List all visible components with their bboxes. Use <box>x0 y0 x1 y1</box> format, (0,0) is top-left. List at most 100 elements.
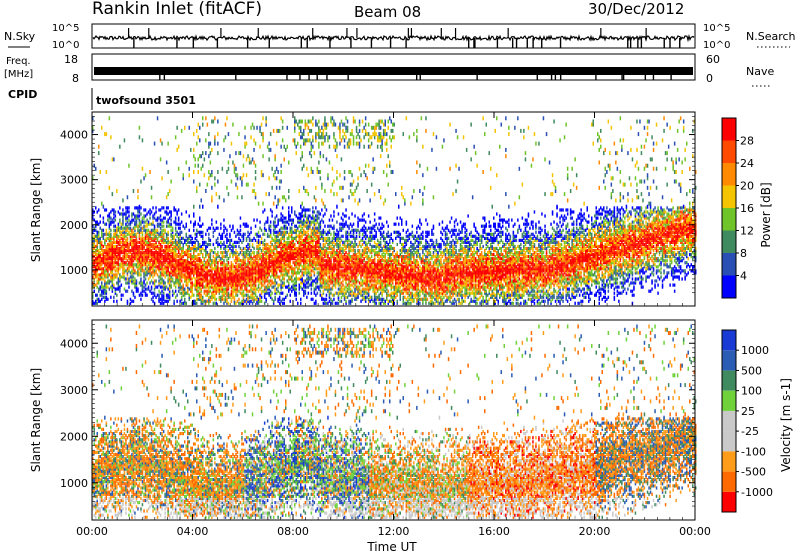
heatmap-cell <box>315 138 317 143</box>
heatmap-cell <box>268 141 270 146</box>
heatmap-cell <box>288 269 290 273</box>
heatmap-cell <box>208 289 210 293</box>
heatmap-cell <box>126 301 129 305</box>
heatmap-cell <box>310 253 313 257</box>
heatmap-cell <box>212 251 215 255</box>
heatmap-cell <box>316 236 319 240</box>
heatmap-cell <box>315 277 317 281</box>
heatmap-cell <box>230 179 233 184</box>
heatmap-cell <box>217 285 219 289</box>
heatmap-cell <box>239 259 242 263</box>
heatmap-cell <box>327 301 329 305</box>
heatmap-cell <box>126 289 129 293</box>
heatmap-cell <box>333 210 335 214</box>
heatmap-cell <box>128 244 130 249</box>
heatmap-cell <box>286 249 288 253</box>
heatmap-cell <box>245 222 248 226</box>
heatmap-cell <box>167 287 169 291</box>
heatmap-cell <box>211 218 213 222</box>
heatmap-cell <box>108 224 111 228</box>
heatmap-cell <box>268 259 270 263</box>
heatmap-cell <box>304 285 307 289</box>
heatmap-cell <box>174 226 177 230</box>
heatmap-cell <box>217 204 219 209</box>
heatmap-cell <box>170 214 172 218</box>
heatmap-cell <box>184 251 186 255</box>
heatmap-cell <box>319 269 322 273</box>
heatmap-cell <box>226 240 228 244</box>
heatmap-cell <box>156 257 159 261</box>
heatmap-cell <box>171 253 174 257</box>
heatmap-cell <box>140 240 142 244</box>
heatmap-cell <box>191 240 193 244</box>
heatmap-cell <box>158 208 160 212</box>
heatmap-cell <box>196 301 198 305</box>
heatmap-cell <box>242 291 245 295</box>
heatmap-cell <box>153 265 156 269</box>
heatmap-cell <box>330 232 332 236</box>
heatmap-cell <box>185 232 187 236</box>
heatmap-cell <box>272 253 275 257</box>
heatmap-cell <box>104 275 106 279</box>
heatmap-cell <box>102 234 105 238</box>
heatmap-cell <box>248 261 251 265</box>
heatmap-cell <box>146 234 148 238</box>
heatmap-cell <box>187 246 189 251</box>
heatmap-cell <box>122 257 124 261</box>
heatmap-cell <box>277 220 279 224</box>
heatmap-cell <box>229 232 231 236</box>
heatmap-cell <box>321 259 323 263</box>
heatmap-cell <box>177 166 180 171</box>
heatmap-cell <box>328 263 331 267</box>
heatmap-cell <box>259 234 261 238</box>
heatmap-cell <box>226 277 228 281</box>
heatmap-cell <box>285 255 287 259</box>
heatmap-cell <box>244 265 246 269</box>
heatmap-cell <box>318 242 320 247</box>
heatmap-cell <box>268 287 270 291</box>
heatmap-cell <box>247 281 249 285</box>
heatmap-cell <box>193 259 195 263</box>
heatmap-cell <box>238 132 240 137</box>
heatmap-cell <box>285 261 287 265</box>
heatmap-cell <box>330 277 332 281</box>
heatmap-cell <box>152 230 154 234</box>
heatmap-cell <box>144 259 147 263</box>
heatmap-cell <box>319 253 322 257</box>
heatmap-cell <box>93 251 95 255</box>
heatmap-cell <box>310 283 313 287</box>
heatmap-cell <box>340 222 343 226</box>
heatmap-cell <box>223 147 225 152</box>
heatmap-cell <box>165 220 168 224</box>
heatmap-cell <box>110 267 112 271</box>
freq-left-tick-bottom: 8 <box>72 72 79 85</box>
heatmap-cell <box>315 132 317 137</box>
heatmap-cell <box>247 249 249 253</box>
heatmap-cell <box>212 301 215 305</box>
heatmap-cell <box>116 189 118 193</box>
heatmap-cell <box>285 253 287 257</box>
heatmap-cell <box>274 230 276 234</box>
heatmap-cell <box>263 289 266 293</box>
heatmap-cell <box>220 273 222 277</box>
heatmap-cell <box>269 132 272 137</box>
heatmap-cell <box>202 240 204 244</box>
heatmap-cell <box>221 285 224 289</box>
heatmap-cell <box>257 263 260 267</box>
heatmap-cell <box>135 271 138 275</box>
heatmap-cell <box>257 255 260 259</box>
heatmap-cell <box>194 277 196 281</box>
heatmap-cell <box>275 166 278 171</box>
heatmap-cell <box>182 301 184 305</box>
heatmap-cell <box>92 281 94 285</box>
heatmap-cell <box>120 246 123 251</box>
heatmap-cell <box>342 263 344 267</box>
heatmap-cell <box>303 185 305 190</box>
heatmap-cell <box>162 273 165 277</box>
heatmap-cell <box>119 255 121 259</box>
heatmap-cell <box>143 208 145 212</box>
heatmap-cell <box>280 144 282 149</box>
heatmap-cell <box>146 212 148 216</box>
heatmap-cell <box>235 244 237 249</box>
heatmap-cell <box>331 301 334 305</box>
